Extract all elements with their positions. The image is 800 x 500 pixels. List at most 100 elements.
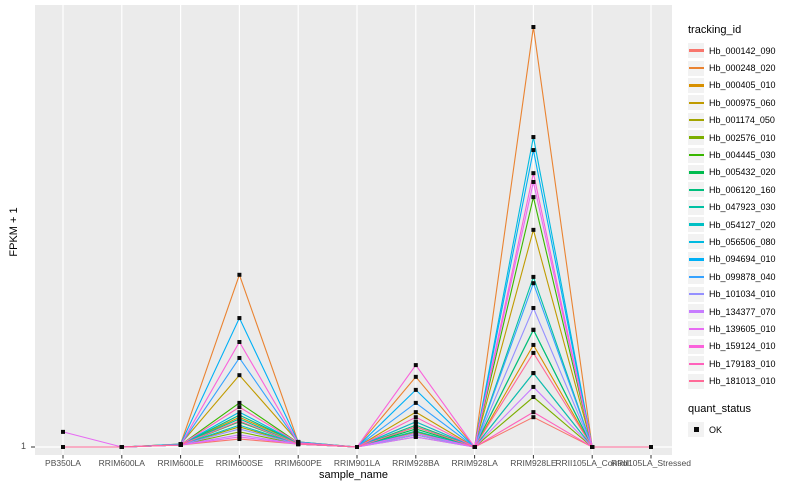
legend-item: Hb_000142_090 [688,42,798,59]
data-point-Hb_134377_070 [413,434,418,439]
legend-key-swatch [688,147,704,163]
legend-key-swatch [688,130,704,146]
legend-label: Hb_181013_010 [709,376,776,387]
legend-item: Hb_000248_020 [688,59,798,76]
legend-line-icon [688,136,704,139]
legend-line-icon [688,66,704,70]
legend-label: Hb_099878_040 [709,271,776,282]
data-point-Hb_000975_060 [413,410,418,415]
data-point-Hb_000142_090 [237,437,242,442]
x-tick-label: RRIM600LA [98,458,145,468]
data-point-Hb_006120_160 [531,327,536,332]
legend-label: Hb_159124_010 [709,341,776,352]
legend-line-icon [688,84,704,87]
legend-label: Hb_094694_010 [709,254,776,265]
legend-label: Hb_005432_020 [709,167,776,178]
legend-line-icon [688,292,704,296]
legend-key-swatch [688,164,704,180]
data-point-Hb_181013_010 [355,445,359,449]
data-point-Hb_159124_010 [531,171,536,176]
data-point-Hb_000248_020 [413,374,418,379]
data-point-Hb_101034_010 [531,305,536,310]
legend-key-swatch [688,199,704,215]
legend-line-icon [688,258,704,261]
legend-item: Hb_005432_020 [688,164,798,181]
x-tick-label: RRIM928LE [510,458,557,468]
legend-label: Hb_054127_020 [709,219,776,230]
legend-item: Hb_054127_020 [688,216,798,233]
legend-item: Hb_000405_010 [688,77,798,94]
y-tick-label: 1 [20,441,26,451]
legend-label: Hb_004445_030 [709,150,776,161]
legend-item: Hb_047923_030 [688,199,798,216]
data-point-Hb_159124_010 [413,363,418,368]
legend-item: Hb_002576_010 [688,129,798,146]
data-point-Hb_005432_020 [413,426,418,431]
legend-line-icon [688,379,704,383]
legend-item: Hb_139605_010 [688,320,798,337]
data-point-Hb_139605_010 [531,179,536,184]
data-point-Hb_134377_070 [237,432,242,437]
data-point-Hb_181013_010 [590,445,595,449]
legend-key-swatch [688,43,704,59]
x-tick-label: RRIM928LA [451,458,498,468]
legend-key-swatch [688,182,704,198]
legend-label: Hb_101034_010 [709,289,776,300]
quant-items: OK [688,421,798,438]
legend-key-swatch [688,286,704,302]
data-point-Hb_179183_010 [237,405,242,410]
legend: tracking_id Hb_000142_090 Hb_000248_020 Hb… [688,24,798,438]
data-point-Hb_054127_020 [531,371,536,376]
data-point-Hb_134377_070 [531,384,536,389]
x-tick-label: RRIM901LA [333,458,381,468]
legend-block-quant-status: quant_status OK [688,403,798,438]
data-point-Hb_099878_040 [413,400,418,405]
legend-line-icon [688,362,704,365]
legend-key-swatch [688,234,704,250]
legend-label: OK [709,424,723,435]
legend-item: Hb_134377_070 [688,303,798,320]
data-point-Hb_000975_060 [237,373,242,378]
legend-key-swatch [688,60,704,76]
legend-item: Hb_159124_010 [688,338,798,355]
legend-label: Hb_139605_010 [709,323,776,334]
legend-label: Hb_056506_080 [709,236,776,247]
legend-key-swatch [688,356,704,372]
legend-item: Hb_004445_030 [688,146,798,163]
data-point-Hb_099878_040 [237,355,242,360]
legend-key-swatch [688,321,704,337]
data-point-Hb_000142_090 [531,415,536,420]
legend-line-icon [688,240,704,244]
data-point-Hb_181013_010 [649,445,653,449]
data-point-Hb_000975_060 [531,227,536,232]
x-tick-label: RRII105LA_Control [555,458,630,468]
legend-key-swatch [688,95,704,111]
data-point-Hb_047923_030 [237,416,242,421]
data-point-Hb_099878_040 [531,281,536,286]
legend-line-icon [688,188,704,191]
plot-panel [35,5,672,455]
legend-line-icon [688,345,704,348]
x-tick-label: RRIM600SE [215,458,264,468]
legend-label: Hb_000142_090 [709,45,776,56]
legend-item: Hb_001174_050 [688,112,798,129]
x-tick-label: RRIM928BA [392,458,440,468]
data-point-Hb_054127_020 [237,423,242,428]
legend-line-icon [688,310,704,313]
legend-label: Hb_000248_020 [709,63,776,74]
data-point-Hb_047923_030 [413,429,418,434]
legend-line-icon [688,49,704,52]
legend-label: Hb_179183_010 [709,358,776,369]
legend-title-tracking-id: tracking_id [688,24,742,36]
data-point-Hb_139605_010 [61,429,65,434]
data-point-Hb_094694_010 [237,316,242,321]
legend-line-icon [688,206,704,209]
legend-item: Hb_181013_010 [688,372,798,389]
data-point-Hb_000248_020 [531,25,536,29]
legend-line-icon [688,119,704,122]
legend-label: Hb_047923_030 [709,202,776,213]
data-point-Hb_181013_010 [472,445,477,449]
data-point-Hb_094694_010 [413,387,418,392]
data-point-Hb_179183_010 [413,415,418,420]
